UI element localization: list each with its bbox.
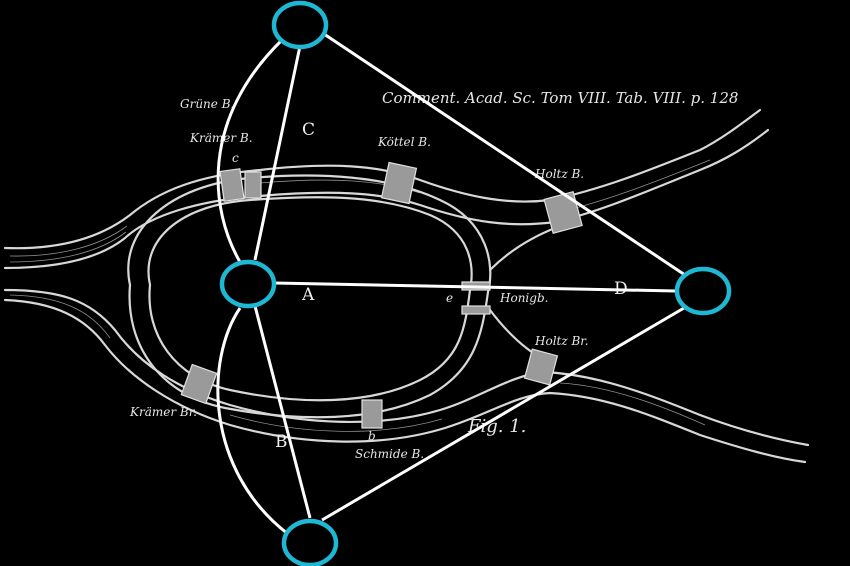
label-holz-bridge-bottom: Holtz Br. (534, 334, 589, 348)
region-label-c: C (302, 120, 315, 140)
label-kraemer-bridge-bottom: Krämer Br. (129, 405, 197, 419)
edge-a-d (273, 281, 677, 293)
edge-c-d (323, 32, 686, 277)
river-bank-north-outer (3, 108, 762, 250)
region-label-a: A (301, 285, 315, 305)
edge-a-b-straight (253, 305, 312, 519)
label-koettel-bridge: Köttel B. (377, 135, 431, 149)
graph-vertices (219, 0, 732, 566)
figure-label: Fig. 1. (467, 416, 526, 437)
vertex-b (281, 518, 339, 566)
label-point-b: b (368, 429, 376, 443)
bridge-koettel (380, 161, 418, 205)
label-kraemer-bridge: Krämer B. (189, 131, 253, 145)
edge-c-a-curved (216, 38, 284, 263)
vertex-c (271, 0, 329, 50)
label-point-e: e (446, 291, 453, 305)
edge-c-a-straight (253, 45, 302, 261)
bridge-honig-lower (461, 305, 491, 315)
river-map (3, 108, 810, 464)
bridge-kraemer-bottom (180, 363, 218, 405)
bridge-holz-top (543, 190, 583, 235)
label-point-c: c (232, 151, 239, 165)
vertex-d (674, 266, 732, 316)
bridge-holz-bottom (523, 348, 559, 386)
bridge-gruene (244, 171, 262, 199)
label-honig-bridge: Honigb. (499, 291, 548, 305)
vertex-a (219, 259, 277, 309)
label-holz-bridge-top: Holtz B. (534, 167, 584, 181)
label-gruene-bridge: Grüne B. (180, 97, 234, 111)
source-caption: Comment. Acad. Sc. Tom VIII. Tab. VIII. … (382, 89, 738, 107)
river-bank-east-upper (488, 226, 557, 272)
river-bank-north-inner (3, 128, 770, 270)
edge-a-b-curved (216, 307, 289, 536)
river-bank-south-outer (3, 288, 810, 447)
bridge-labels: Grüne B. Krämer B. c Köttel B. Holtz B. … (129, 89, 738, 461)
bridge-schmiede (361, 399, 383, 429)
region-label-b: B (275, 432, 288, 452)
edge-b-d (321, 306, 685, 522)
bridge-kraemer (219, 168, 245, 202)
river-bank-south-inner (3, 298, 807, 464)
river-hatching (9, 159, 711, 432)
graph-edges (216, 32, 686, 536)
label-schmiede-bridge: Schmide B. (355, 447, 424, 461)
